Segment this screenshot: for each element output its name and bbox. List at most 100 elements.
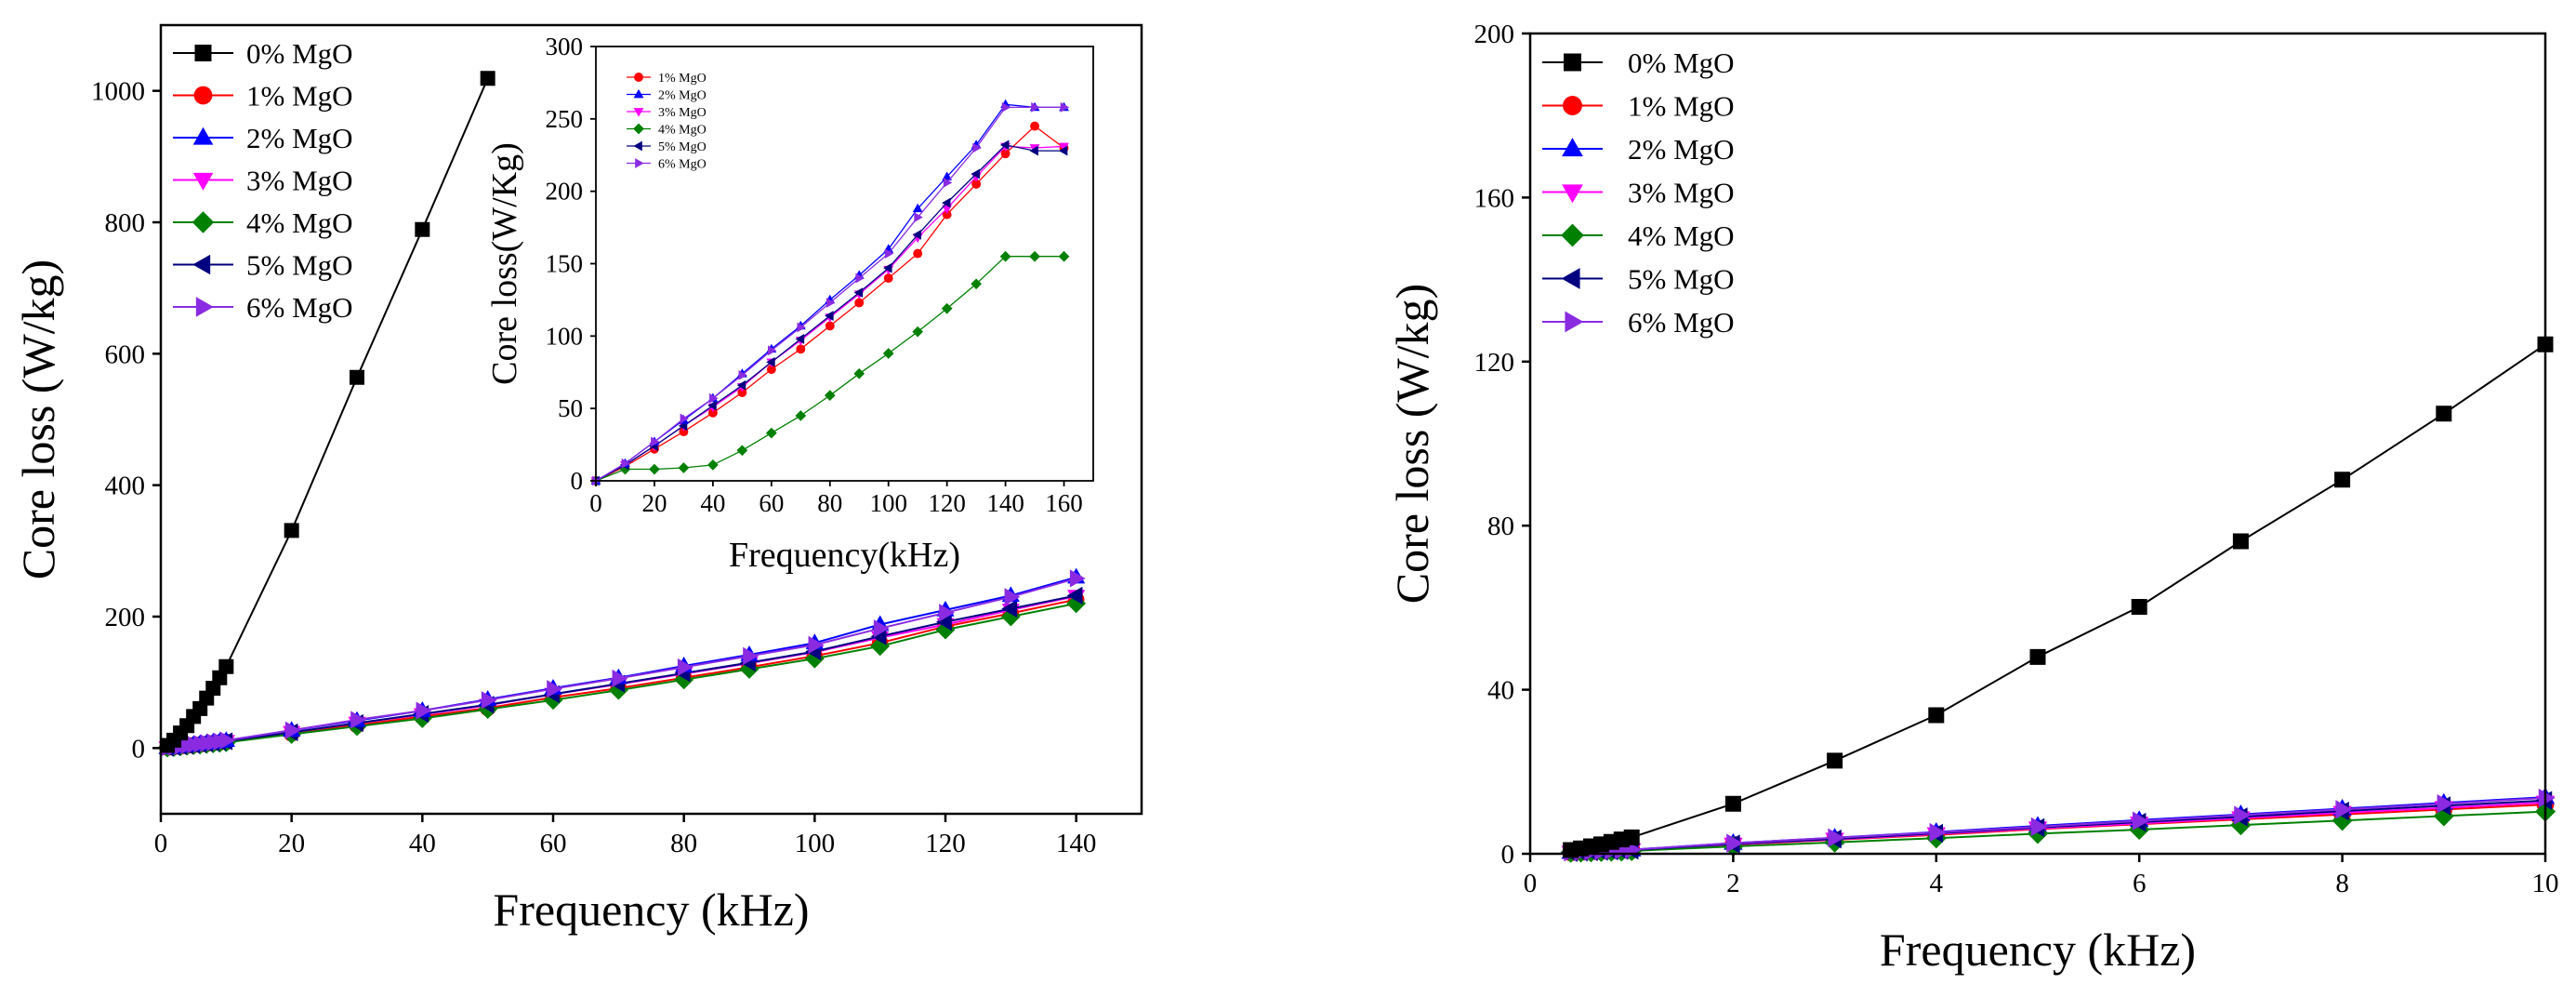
right-y-tick-label: 0 <box>1501 840 1515 870</box>
inset-data-point <box>825 311 834 321</box>
right-y-axis-label: Core loss (W/kg) <box>1386 284 1438 604</box>
inset-data-point <box>941 302 953 314</box>
right-data-point <box>1623 829 1640 845</box>
inset-legend-label: 1% MgO <box>658 72 707 86</box>
right-y-tick-label: 80 <box>1487 512 1514 541</box>
right-y-tick-label: 160 <box>1474 183 1515 213</box>
data-point <box>219 731 236 750</box>
inset-legend-marker <box>633 88 644 99</box>
legend-label: 1% MgO <box>246 80 353 113</box>
x-tick-label: 140 <box>1056 829 1097 858</box>
inset-legend: 1% MgO 2% MgO 3% MgO 4% MgO 5% MgO 6% MgO <box>627 72 707 172</box>
inset-data-point <box>912 326 924 338</box>
legend-marker <box>192 254 211 275</box>
inset-data-point <box>619 463 631 475</box>
inset-data-point <box>942 205 953 214</box>
inset-series-5-mgo <box>590 140 1068 486</box>
inset-data-point <box>971 179 982 189</box>
inset-data-point <box>621 458 631 469</box>
inset-data-point <box>1001 101 1011 113</box>
inset-data-point <box>1030 121 1040 131</box>
legend-item-1-mgo: 1% MgO <box>173 80 353 113</box>
series-line-6-mgo <box>166 578 1077 749</box>
right-data-point <box>2129 818 2150 841</box>
right-series-line-0-mgo <box>1570 343 2546 851</box>
x-tick-label: 0 <box>154 829 168 858</box>
right-data-point <box>2131 599 2147 616</box>
inset-data-point <box>649 463 660 475</box>
legend-item-2-mgo: 2% MgO <box>173 122 353 154</box>
inset-x-tick-label: 160 <box>1045 489 1083 517</box>
x-tick-label: 20 <box>278 829 305 858</box>
legend-item-0-mgo: 0% MgO <box>173 37 353 70</box>
right-chart-panel: 0 2 4 6 8 10 0 40 80 120 160 200 Frequency (kHz) Core… <box>1386 20 2559 976</box>
right-legend-marker <box>1562 184 1583 204</box>
data-point <box>350 711 366 729</box>
right-legend-label: 1% MgO <box>1628 90 1735 123</box>
data-point <box>284 523 299 538</box>
inset-legend-item-3-mgo: 3% MgO <box>627 106 707 120</box>
inset-y-tick-label: 150 <box>546 250 584 278</box>
data-point <box>218 658 234 674</box>
y-tick-label: 1000 <box>91 77 145 107</box>
inset-legend-item-1-mgo: 1% MgO <box>627 72 707 86</box>
inset-data-point <box>1058 250 1070 262</box>
y-tick-label: 600 <box>105 339 146 369</box>
inset-x-tick-label: 80 <box>817 489 842 517</box>
inset-x-tick-label: 120 <box>928 489 966 517</box>
legend-marker <box>192 211 215 233</box>
legend-label: 4% MgO <box>246 206 353 239</box>
right-x-axis-label: Frequency (kHz) <box>1880 924 2196 976</box>
right-plot-frame <box>1528 32 2547 856</box>
inset-data-point <box>883 262 892 273</box>
right-data-point <box>2029 648 2046 665</box>
plot-frame <box>159 23 1143 816</box>
inset-legend-marker <box>633 123 644 135</box>
right-x-tick-label: 6 <box>2133 869 2147 898</box>
inset-data-point <box>854 298 865 308</box>
right-y-tick-label: 120 <box>1474 348 1515 378</box>
right-data-point <box>1828 828 1845 848</box>
inset-legend-marker <box>633 108 644 117</box>
data-point <box>677 658 694 677</box>
inset-x-tick-label: 40 <box>700 489 725 517</box>
inset-data-point <box>972 142 982 153</box>
inset-data-point <box>999 140 1010 151</box>
data-point <box>936 613 952 631</box>
data-point <box>612 669 628 688</box>
inset-data-point <box>765 427 777 439</box>
inset-data-point <box>709 392 719 404</box>
right-data-point <box>2538 788 2556 808</box>
inset-data-point <box>999 250 1011 262</box>
inset-data-point <box>882 348 894 359</box>
inset-data-point <box>855 273 865 284</box>
left-chart-panel: 0 20 40 60 80 100 120 14002004006008001000Frequ… <box>12 23 1143 936</box>
right-legend-label: 6% MgO <box>1628 306 1735 339</box>
inset-x-tick-label: 0 <box>589 489 602 517</box>
right-y-tick-label: 200 <box>1474 20 1515 49</box>
x-tick-label: 40 <box>409 829 436 858</box>
data-point <box>808 635 825 654</box>
legend-label: 6% MgO <box>246 291 353 324</box>
legend-marker <box>195 297 214 317</box>
inset-y-axis-label: Core loss(W/Kg) <box>485 142 524 385</box>
inset-data-point <box>651 436 660 447</box>
inset-y-tick-label: 0 <box>571 467 584 495</box>
inset-data-point <box>912 229 922 240</box>
right-legend-label: 3% MgO <box>1628 177 1735 209</box>
inset-data-point <box>736 445 748 457</box>
inset-data-point <box>795 334 805 344</box>
y-axis-label: Core loss (W/kg) <box>12 259 64 579</box>
inset-data-point <box>853 367 865 379</box>
inset-y-tick-label: 200 <box>546 178 584 206</box>
right-data-point <box>2437 793 2454 814</box>
right-legend-item-4-mgo: 4% MgO <box>1542 219 1735 252</box>
legend-label: 3% MgO <box>246 165 353 197</box>
inset-data-point <box>1029 250 1040 262</box>
right-data-point <box>2234 805 2252 825</box>
inset-data-point <box>913 248 923 259</box>
right-legend-marker <box>1562 138 1583 157</box>
right-legend-marker <box>1564 53 1581 72</box>
data-point <box>939 604 955 622</box>
right-x-tick-label: 0 <box>1524 869 1538 898</box>
